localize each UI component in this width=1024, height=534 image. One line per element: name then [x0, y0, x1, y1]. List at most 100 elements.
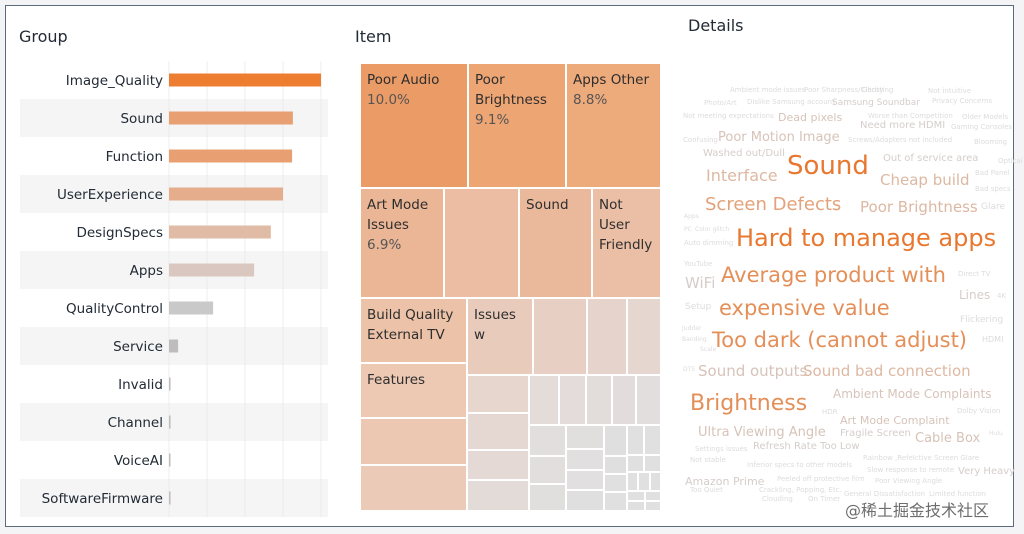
treemap-cell[interactable] [467, 375, 529, 413]
word-cloud-term[interactable]: Washed out/Dull [703, 148, 785, 159]
word-cloud-term[interactable]: Bad Panel [975, 169, 1010, 177]
treemap-cell[interactable]: Poor Brightness 9.1% [468, 63, 566, 188]
treemap-cell[interactable] [529, 484, 566, 511]
word-cloud-term[interactable]: Poor Viewing Angle [875, 477, 943, 485]
word-cloud-term[interactable]: DTS [683, 366, 696, 373]
word-cloud-term[interactable]: Crackling, Popping, Etc. [759, 486, 842, 494]
word-cloud-term[interactable]: Not meeting expectations [683, 112, 774, 120]
treemap-cell[interactable]: Issues w [467, 298, 533, 375]
word-cloud-term[interactable]: Poor Motion Image [718, 130, 840, 145]
treemap-cell[interactable] [529, 375, 559, 425]
treemap-cell[interactable] [627, 298, 661, 375]
word-cloud-term[interactable]: Direct TV [958, 270, 991, 278]
treemap-cell[interactable] [467, 480, 529, 511]
word-cloud-term[interactable]: General Dissatisfaction [844, 490, 926, 498]
treemap-cell[interactable] [586, 375, 612, 425]
word-cloud-term[interactable]: Need more HDMI [860, 120, 946, 131]
word-cloud-term[interactable]: Sound outputs [698, 362, 808, 380]
word-cloud-term[interactable]: Older Models [962, 113, 1008, 121]
treemap-cell[interactable]: Build Quality External TV [360, 298, 467, 363]
word-cloud-term[interactable]: Color glitch [695, 226, 730, 233]
treemap-cell[interactable] [529, 425, 566, 456]
bar[interactable] [169, 263, 255, 277]
word-cloud-term[interactable]: Gaming Consoles [951, 123, 1013, 131]
treemap-cell[interactable] [636, 375, 661, 425]
bar[interactable] [169, 149, 293, 163]
treemap-cell[interactable] [360, 418, 467, 465]
word-cloud-term[interactable]: Poor Brightness [860, 198, 978, 216]
treemap-cell[interactable]: Not User Friendly [592, 188, 661, 298]
word-cloud-term[interactable]: Too Quiet [690, 486, 723, 494]
word-cloud-term[interactable]: Limited function [929, 490, 986, 498]
word-cloud-term[interactable]: Fragile Screen [840, 428, 911, 439]
bar[interactable] [169, 187, 283, 201]
treemap-cell[interactable] [627, 425, 644, 455]
word-cloud-term[interactable]: YouTube [684, 260, 713, 268]
word-cloud-term[interactable]: Amazon Prime [685, 475, 765, 488]
treemap-cell[interactable] [627, 501, 645, 511]
word-cloud-term[interactable]: Hard to manage apps [736, 224, 997, 252]
word-cloud-term[interactable]: Brightness [690, 391, 808, 416]
treemap-cell[interactable] [587, 298, 627, 375]
word-cloud-term[interactable]: Lines [959, 288, 991, 302]
word-cloud-term[interactable]: Ambient mode issues [730, 86, 806, 94]
word-cloud-term[interactable]: Worse than Competition [868, 112, 953, 120]
treemap-cell[interactable] [566, 425, 604, 449]
treemap-cell[interactable] [604, 474, 627, 492]
treemap-cell[interactable] [604, 456, 627, 474]
word-cloud-term[interactable]: Average product with [721, 263, 946, 287]
treemap-cell[interactable]: Poor Audio 10.0% [360, 63, 468, 188]
treemap-cell[interactable] [566, 449, 604, 470]
treemap-cell[interactable] [467, 413, 529, 450]
treemap-cell[interactable] [559, 375, 586, 425]
word-cloud-term[interactable]: Sound bad connection [803, 362, 971, 380]
word-cloud-term[interactable]: Confusing [683, 136, 718, 144]
treemap-cell[interactable] [627, 472, 638, 491]
word-cloud-term[interactable]: Apps [684, 213, 699, 220]
word-cloud-term[interactable]: Ambient Mode Complaints [833, 387, 992, 401]
treemap-cell[interactable] [638, 472, 650, 491]
word-cloud-term[interactable]: Sound [787, 151, 869, 181]
bar[interactable] [169, 73, 321, 87]
treemap-cell[interactable] [644, 425, 661, 455]
word-cloud-term[interactable]: Art Mode Complaint [840, 414, 950, 427]
word-cloud-term[interactable]: Auto dimming [684, 239, 734, 247]
word-cloud-term[interactable]: Not intuitive [928, 87, 972, 95]
word-cloud-term[interactable]: Peeled off protective film [777, 475, 865, 483]
treemap-cell[interactable] [444, 188, 519, 298]
bar[interactable] [169, 377, 171, 391]
bar[interactable] [169, 111, 293, 125]
word-cloud-term[interactable]: Optical [998, 157, 1023, 165]
treemap-cell[interactable] [627, 491, 645, 501]
word-cloud-term[interactable]: Banding [682, 336, 707, 343]
word-cloud-term[interactable]: Glare [981, 202, 1006, 212]
word-cloud-term[interactable]: Judder [682, 325, 702, 332]
word-cloud-term[interactable]: expensive value [719, 296, 890, 320]
treemap-cell[interactable] [645, 491, 661, 501]
bar[interactable] [169, 491, 171, 505]
word-cloud-term[interactable]: Rainbow ,Refelctive Screen Glare [863, 454, 980, 462]
word-cloud-term[interactable]: Poor Sharpness/Clarity [804, 86, 884, 94]
word-cloud-term[interactable]: Flickering [960, 315, 1004, 325]
treemap-cell[interactable] [627, 455, 644, 472]
word-cloud-term[interactable]: Dead pixels [778, 111, 843, 124]
treemap-cell[interactable] [650, 472, 661, 491]
word-cloud-term[interactable]: Scale [700, 346, 717, 353]
word-cloud-term[interactable]: Refresh Rate Too Low [753, 441, 860, 452]
treemap-cell[interactable]: Features [360, 363, 467, 418]
word-cloud-term[interactable]: Dislike Samsung account [747, 98, 835, 106]
word-cloud-term[interactable]: Privacy Concerns [932, 97, 993, 105]
treemap-cell[interactable] [612, 375, 636, 425]
word-cloud-term[interactable]: Inferior specs to other models [747, 461, 853, 469]
word-cloud-term[interactable]: Slow response to remote [867, 466, 955, 474]
treemap-cell[interactable] [644, 455, 661, 472]
bar[interactable] [169, 225, 271, 239]
word-cloud-term[interactable]: Cheap build [880, 171, 970, 189]
bar[interactable] [169, 415, 171, 429]
word-cloud-term[interactable]: Interface [706, 166, 778, 185]
word-cloud-term[interactable]: Cable Box [915, 431, 981, 446]
treemap-cell[interactable] [360, 465, 467, 511]
word-cloud-term[interactable]: Blooming [974, 138, 1007, 146]
word-cloud-term[interactable]: 4K [997, 292, 1007, 300]
word-cloud-term[interactable]: Screws/Adapters not included [848, 136, 953, 144]
